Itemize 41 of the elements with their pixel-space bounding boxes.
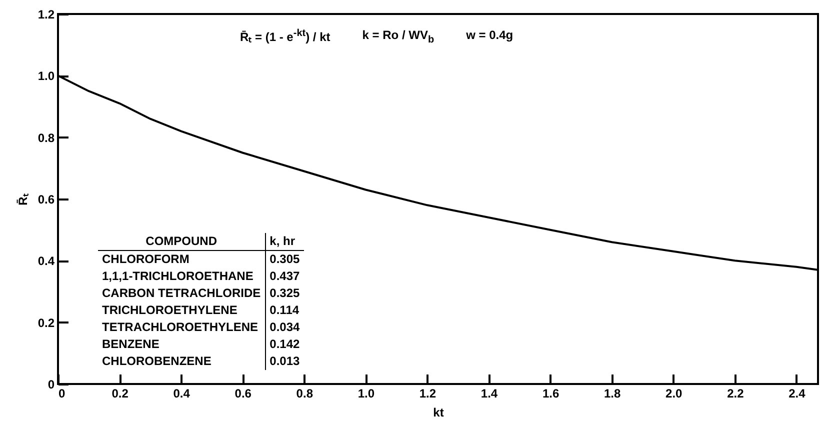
y-tick-label: 0.6 (38, 192, 55, 206)
annotation: CHLOROFORM (101, 251, 190, 268)
x-tick-label: 0.2 (112, 386, 129, 400)
annotation: k = Ro / WV$_{b}$ (362, 28, 434, 46)
annotation: BENZENE (101, 336, 160, 353)
annotation: 0.034 (265, 319, 304, 336)
annotation: CARBON TETRACHLORIDE (101, 285, 262, 302)
annotation: TETRACHLOROETHYLENE (101, 319, 259, 336)
y-tick-label: 1.0 (38, 69, 55, 84)
x-tick-label: 2.2 (727, 386, 744, 400)
annotation: 0.142 (265, 336, 304, 353)
x-tick-label: 0 (58, 386, 66, 400)
x-tick-label: 1.2 (419, 386, 436, 400)
annotation: w = 0.4g (466, 28, 514, 44)
annotation: 0.114 (265, 302, 304, 319)
y-tick-label: 0.4 (38, 254, 55, 268)
y-tick-label: 0.8 (38, 130, 55, 145)
annotation: 0.013 (265, 353, 304, 370)
annotation: TRICHLOROETHYLENE (101, 302, 238, 319)
y-tick-label: 0.2 (38, 316, 55, 330)
x-tick-label: 0.8 (296, 386, 314, 400)
y-tick-label: 1.2 (38, 8, 55, 22)
x-tick-label: 1.8 (604, 386, 622, 400)
annotation: 1,1,1-TRICHLOROETHANE (101, 268, 254, 285)
annotation: R̄ₜ = (1 - e$^{-kt}$) / kt (240, 28, 330, 46)
annotation: k, hr (265, 233, 304, 250)
x-tick-label: 2.4 (788, 386, 806, 400)
x-tick-label: 0.6 (234, 386, 252, 400)
annotation: CHLOROBENZENE (101, 353, 212, 370)
annotation: 0.437 (265, 268, 304, 285)
x-tick-label: 2.0 (666, 386, 683, 400)
x-tick-label: 0.4 (173, 386, 190, 400)
annotation: COMPOUND (98, 233, 266, 250)
x-tick-label: 1.6 (542, 386, 560, 400)
x-tick-label: 1.0 (358, 386, 375, 400)
x-tick-label: 1.4 (480, 386, 498, 400)
y-tick-label: 0 (48, 378, 55, 392)
y-axis-title: R̄ₜ (16, 194, 30, 206)
x-axis-title: kt (433, 406, 444, 420)
annotation: 0.325 (265, 285, 304, 302)
annotation: 0.305 (265, 250, 304, 268)
